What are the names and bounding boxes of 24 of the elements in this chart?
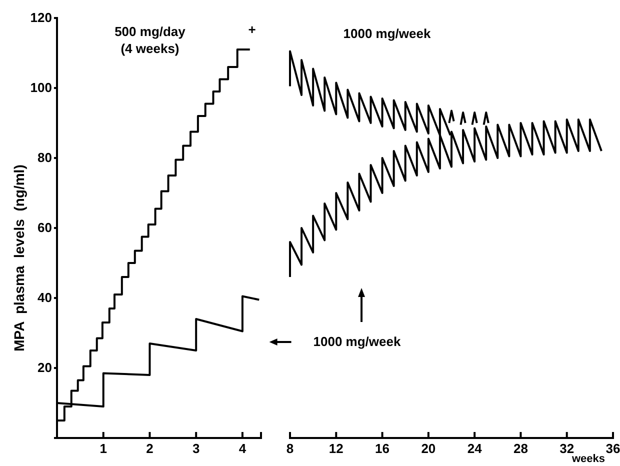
- x-tick-label: 12: [328, 440, 344, 456]
- y-tick-label: 20: [38, 360, 52, 376]
- annotation: +: [248, 22, 256, 37]
- y-axis-title: MPA plasma levels (ng/ml): [11, 164, 27, 352]
- annotation: 1000 mg/week: [313, 334, 402, 349]
- annotation: 500 mg/day (4 weeks): [114, 24, 186, 56]
- x-tick-label: 36: [606, 440, 620, 456]
- y-tick-label: 40: [38, 290, 52, 306]
- x-tick-label: 1: [100, 440, 107, 456]
- x-tick-label: 16: [375, 440, 390, 456]
- y-tick-label: 80: [38, 150, 52, 166]
- x-tick-label: 24: [467, 440, 483, 456]
- x-tick-label: 8: [286, 440, 294, 456]
- y-tick-label: 120: [30, 10, 52, 26]
- x-tick-label: 28: [513, 440, 528, 456]
- annotation: 1000 mg/week: [343, 26, 432, 41]
- x-tick-label: 4: [238, 440, 247, 456]
- x-tick-label: 2: [146, 440, 154, 456]
- y-tick-label: 100: [30, 80, 52, 96]
- x-tick-label: 20: [421, 440, 436, 456]
- x-axis-title: weeks: [570, 453, 605, 465]
- x-tick-label: 3: [192, 440, 200, 456]
- y-tick-label: 60: [38, 220, 52, 236]
- x-tick-label: 32: [560, 440, 574, 456]
